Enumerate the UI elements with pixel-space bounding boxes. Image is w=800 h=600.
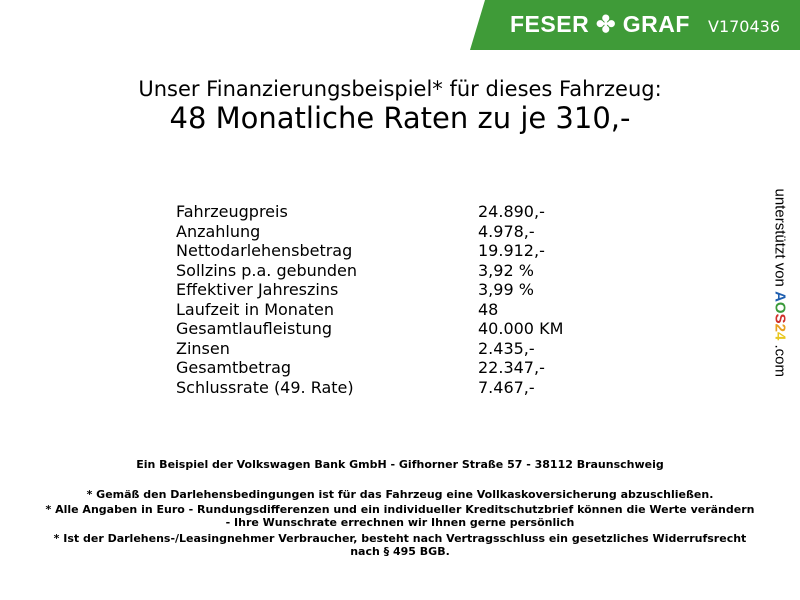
- table-row: Nettodarlehensbetrag 19.912,-: [176, 241, 563, 261]
- row-value: 7.467,-: [478, 377, 535, 397]
- row-label: Gesamtbetrag: [176, 358, 292, 377]
- sponsor-suffix: .com: [771, 344, 789, 377]
- table-row: Anzahlung 4.978,-: [176, 222, 563, 242]
- aos24-logo: AOS24: [772, 291, 789, 344]
- table-row: Laufzeit in Monaten 48: [176, 300, 563, 320]
- page-title: Unser Finanzierungsbeispiel* für dieses …: [138, 77, 662, 101]
- footnote-withdrawal-cont: nach § 495 BGB.: [350, 545, 450, 558]
- table-row: Effektiver Jahreszins 3,99 %: [176, 280, 563, 300]
- aos-letter: S: [771, 313, 789, 324]
- row-label: Nettodarlehensbetrag: [176, 241, 353, 260]
- row-value: 19.912,-: [478, 241, 545, 260]
- sponsor-text: unterstützt von: [771, 188, 789, 287]
- footnote-withdrawal: * Ist der Darlehens-/Leasingnehmer Verbr…: [53, 532, 747, 545]
- aos-letter: 4: [771, 331, 789, 341]
- row-label: Laufzeit in Monaten: [176, 299, 335, 319]
- row-label: Zinsen: [176, 338, 230, 358]
- table-row: Sollzins p.a. gebunden 3,92 %: [176, 261, 563, 281]
- row-label: Effektiver Jahreszins: [176, 280, 339, 299]
- header-banner: [470, 0, 800, 50]
- row-label: Sollzins p.a. gebunden: [176, 260, 358, 280]
- row-label: Gesamtlaufleistung: [176, 319, 333, 338]
- table-row: Fahrzeugpreis 24.890,-: [176, 202, 563, 222]
- table-row: Schlussrate (49. Rate) 7.467,-: [176, 378, 563, 398]
- row-value: 48: [478, 299, 499, 319]
- page-subtitle: 48 Monatliche Raten zu je 310,-: [169, 101, 631, 135]
- row-value: 4.978,-: [478, 221, 535, 241]
- finance-table: Fahrzeugpreis 24.890,- Anzahlung 4.978,- Net…: [176, 202, 563, 397]
- table-row: Zinsen 2.435,-: [176, 339, 563, 359]
- table-row: Gesamtlaufleistung 40.000 KM: [176, 319, 563, 339]
- row-value: 22.347,-: [478, 358, 545, 377]
- feser-graf-logo: FESER ✤ GRAF: [510, 11, 690, 37]
- row-value: 24.890,-: [478, 202, 545, 221]
- vehicle-code: V170436: [708, 17, 781, 36]
- row-label: Schlussrate (49. Rate): [176, 377, 354, 397]
- row-label: Fahrzeugpreis: [176, 202, 288, 221]
- row-label: Anzahlung: [176, 221, 261, 241]
- aos-letter: O: [771, 301, 789, 314]
- row-value: 2.435,-: [478, 338, 535, 358]
- footnote-insurance: * Gemäß den Darlehensbedingungen ist für…: [86, 488, 714, 501]
- row-value: 3,99 %: [478, 280, 534, 299]
- table-row: Gesamtbetrag 22.347,-: [176, 358, 563, 378]
- bank-note: Ein Beispiel der Volkswagen Bank GmbH - …: [136, 458, 664, 471]
- sponsor-note: unterstützt von AOS24 .com: [770, 188, 790, 410]
- row-value: 40.000 KM: [478, 319, 564, 338]
- footnote-amounts: * Alle Angaben in Euro - Rundungsdiffere…: [45, 503, 755, 516]
- footnote-amounts-cont: - Ihre Wunschrate errechnen wir Ihnen ge…: [225, 516, 575, 529]
- aos-letter: A: [771, 291, 789, 302]
- row-value: 3,92 %: [478, 260, 534, 280]
